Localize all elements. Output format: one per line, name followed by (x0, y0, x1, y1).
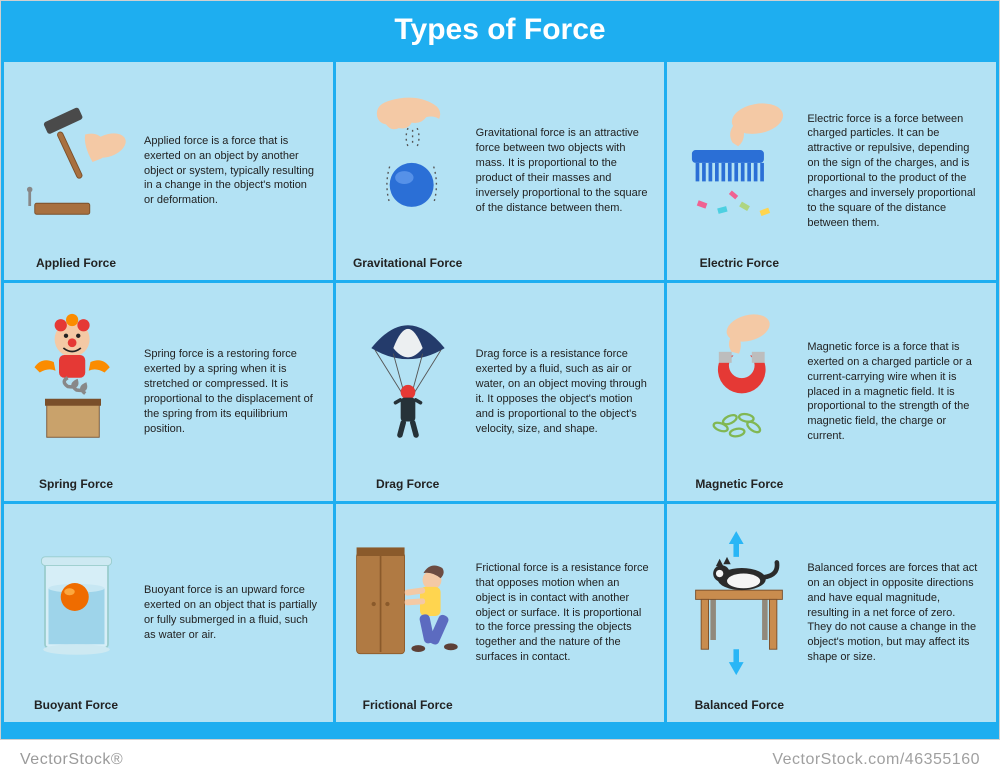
cell-drag: Drag Force Drag force is a resistance fo… (336, 283, 665, 501)
bottom-bar (1, 725, 999, 739)
drag-icon (348, 293, 468, 473)
watermark-left: VectorStock® (20, 751, 123, 769)
cell-frictional: Frictional Force Frictional force is a r… (336, 504, 665, 722)
cell-label: Magnetic Force (695, 477, 783, 491)
frictional-icon (348, 514, 468, 694)
cell-description: Spring force is a restoring force exerte… (144, 293, 321, 491)
cell-magnetic: Magnetic Force Magnetic force is a force… (667, 283, 996, 501)
illustration-column: Drag Force (348, 293, 468, 491)
illustration-column: Spring Force (16, 293, 136, 491)
illustration-column: Magnetic Force (679, 293, 799, 491)
cell-description: Applied force is a force that is exerted… (144, 72, 321, 270)
illustration-column: Frictional Force (348, 514, 468, 712)
cell-description: Frictional force is a resistance force t… (476, 514, 653, 712)
page-title: Types of Force (394, 13, 605, 47)
grid: Applied Force Applied force is a force t… (1, 59, 999, 725)
electric-icon (679, 72, 799, 252)
cell-description: Buoyant force is an upward force exerted… (144, 514, 321, 712)
watermark-right: VectorStock.com/46355160 (772, 751, 980, 769)
title-bar: Types of Force (1, 1, 999, 59)
cell-label: Balanced Force (695, 698, 784, 712)
cell-label: Electric Force (700, 256, 779, 270)
magnetic-icon (679, 293, 799, 473)
cell-balanced: Balanced Force Balanced forces are force… (667, 504, 996, 722)
cell-label: Buoyant Force (34, 698, 118, 712)
cell-description: Balanced forces are forces that act on a… (807, 514, 984, 712)
spring-icon (16, 293, 136, 473)
applied-icon (16, 72, 136, 252)
poster: Types of Force Applied Force Applied for… (0, 0, 1000, 740)
buoyant-icon (16, 514, 136, 694)
illustration-column: Applied Force (16, 72, 136, 270)
footer: VectorStock® VectorStock.com/46355160 (0, 740, 1000, 780)
illustration-column: Balanced Force (679, 514, 799, 712)
cell-description: Electric force is a force between charge… (807, 72, 984, 270)
cell-buoyant: Buoyant Force Buoyant force is an upward… (4, 504, 333, 722)
cell-spring: Spring Force Spring force is a restoring… (4, 283, 333, 501)
cell-label: Drag Force (376, 477, 439, 491)
cell-label: Spring Force (39, 477, 113, 491)
cell-label: Frictional Force (363, 698, 453, 712)
cell-gravitational: Gravitational Force Gravitational force … (336, 62, 665, 280)
cell-electric: Electric Force Electric force is a force… (667, 62, 996, 280)
cell-label: Gravitational Force (353, 256, 462, 270)
illustration-column: Gravitational Force (348, 72, 468, 270)
cell-applied: Applied Force Applied force is a force t… (4, 62, 333, 280)
balanced-icon (679, 514, 799, 694)
cell-description: Magnetic force is a force that is exerte… (807, 293, 984, 491)
gravitational-icon (348, 72, 468, 252)
cell-description: Gravitational force is an attractive for… (476, 72, 653, 270)
cell-label: Applied Force (36, 256, 116, 270)
illustration-column: Buoyant Force (16, 514, 136, 712)
illustration-column: Electric Force (679, 72, 799, 270)
cell-description: Drag force is a resistance force exerted… (476, 293, 653, 491)
